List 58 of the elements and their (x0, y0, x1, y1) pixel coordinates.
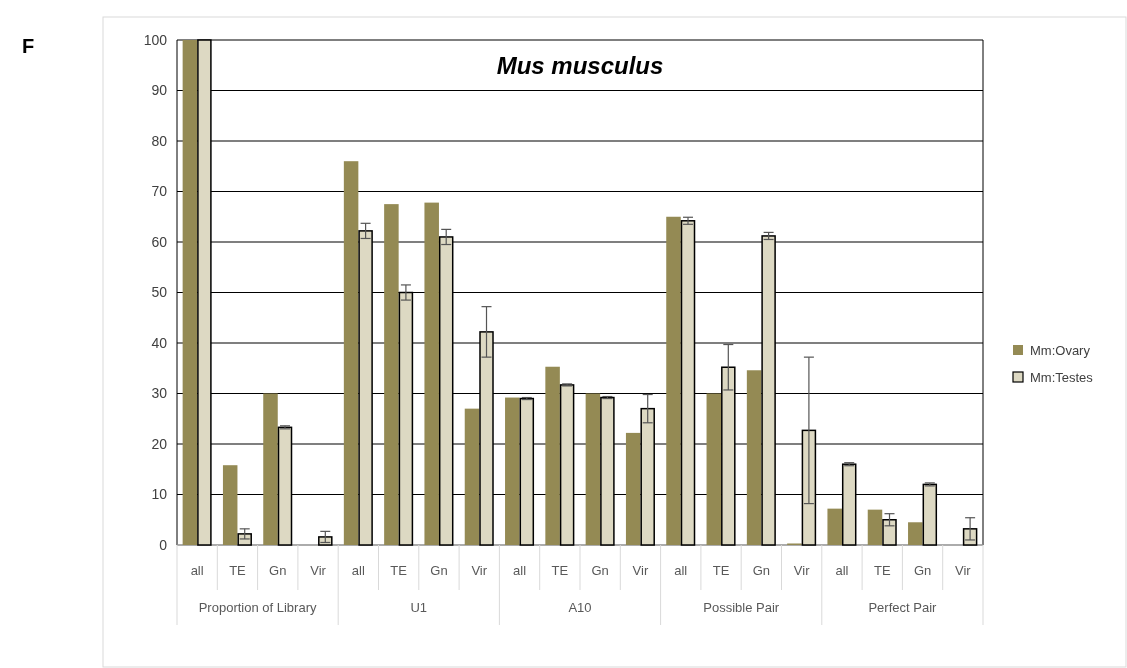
bar (182, 40, 198, 545)
y-tick-label: 90 (151, 82, 168, 99)
x-tick-label: all (513, 563, 527, 578)
x-tick-label: Vir (471, 563, 488, 578)
bar (424, 202, 439, 545)
text: Perfect Pair (868, 600, 938, 615)
x-tick-label: TE (712, 563, 730, 578)
x-tick-label: TE (390, 563, 408, 578)
text: A10 (568, 600, 592, 615)
x-tick-label: TE (551, 563, 569, 578)
bar (908, 522, 923, 545)
bar (706, 393, 722, 545)
bar (384, 204, 399, 545)
y-tick-label: 20 (151, 435, 168, 452)
x-tick-label: Gn (752, 563, 771, 578)
x-tick-label: Gn (269, 563, 287, 578)
bar (545, 366, 560, 545)
bar (343, 161, 359, 545)
text: Mus musculus (496, 52, 664, 79)
x-tick-label: TE (873, 563, 891, 578)
x-tick-label: all (351, 563, 365, 578)
bar (585, 393, 601, 545)
y-tick-label: 80 (151, 132, 168, 149)
bar (464, 408, 480, 545)
text: U1 (410, 600, 428, 615)
bar (882, 519, 897, 546)
x-tick-label: Vir (793, 563, 811, 578)
x-tick-label: Gn (913, 563, 932, 578)
x-tick-label: all (835, 563, 849, 578)
bar (867, 509, 883, 545)
x-tick-label: Vir (632, 563, 649, 578)
bar (222, 465, 238, 545)
x-tick-label: Vir (955, 563, 972, 578)
x-tick-label: all (190, 563, 204, 578)
y-tick-label: 60 (151, 233, 168, 250)
y-tick-label: 0 (159, 536, 168, 553)
y-tick-label: 10 (151, 486, 168, 503)
bar (505, 397, 520, 545)
legend-label: Mm:Testes (1030, 369, 1094, 385)
x-tick-label: Vir (310, 563, 327, 578)
text: Possible Pair (703, 600, 780, 615)
y-tick-label: 40 (151, 334, 168, 351)
y-tick-label: 70 (151, 183, 168, 200)
text: F (22, 35, 35, 57)
y-tick-label: 50 (151, 284, 168, 301)
text: Proportion of Library (198, 600, 317, 615)
x-tick-label: TE (229, 563, 247, 578)
x-tick-label: all (674, 563, 688, 578)
y-tick-label: 100 (143, 31, 168, 48)
bar (666, 216, 681, 545)
bar (625, 432, 641, 545)
bar (263, 393, 278, 545)
x-tick-label: Gn (430, 563, 448, 578)
y-tick-label: 30 (151, 385, 168, 402)
legend-label: Mm:Ovary (1030, 342, 1091, 358)
bar (746, 370, 762, 545)
bar (827, 508, 842, 545)
x-tick-label: Gn (591, 563, 609, 578)
